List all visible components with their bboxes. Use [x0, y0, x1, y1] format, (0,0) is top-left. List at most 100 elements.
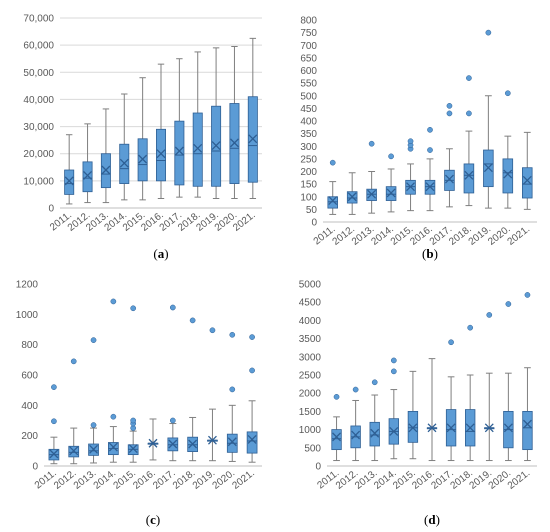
y-tick-label: 300: [300, 142, 317, 153]
box-plot-2016: [426, 358, 438, 462]
mean-marker: [229, 138, 239, 148]
y-tick-label: 4500: [299, 298, 322, 309]
box-plot-2013: [100, 108, 111, 204]
y-tick-label: 400: [300, 117, 317, 128]
outlier-point: [352, 386, 359, 393]
mean-marker: [484, 423, 494, 433]
y-tick-label: 400: [21, 401, 38, 412]
mean-marker: [427, 423, 437, 433]
outlier-point: [110, 298, 117, 305]
box-plot-2013: [88, 337, 99, 464]
mean-marker: [89, 444, 99, 454]
outlier-point: [70, 358, 77, 365]
mean-marker: [465, 423, 475, 433]
iqr-box: [463, 163, 475, 194]
outlier-point: [486, 312, 493, 318]
panel-d: 0 500 1000 1500 2000 2500 3000 3500 4000 4500 5000…: [275, 266, 550, 532]
box-plot-2015: [407, 370, 419, 460]
y-tick-label: 0: [48, 204, 54, 215]
panel-caption: (b): [422, 246, 438, 261]
panel-caption: (c): [146, 512, 160, 527]
outlier-point: [130, 417, 137, 424]
outlier-point: [229, 331, 236, 338]
box-plot-2015: [137, 77, 148, 201]
outlier-point: [189, 317, 196, 324]
mean-marker: [108, 442, 118, 452]
box-plot-2013: [369, 379, 380, 462]
x-tick-label: 2021.: [506, 224, 532, 248]
outlier-point: [407, 138, 414, 145]
box-plot-2012: [346, 172, 358, 215]
outlier-point: [249, 334, 255, 340]
outlier-point: [388, 153, 394, 160]
mean-marker: [138, 154, 148, 164]
outlier-point: [51, 384, 57, 390]
y-tick-label: 30,000: [23, 122, 54, 133]
box-plot-2016: [424, 126, 436, 212]
outlier-point: [249, 367, 255, 374]
box-plot-2011: [64, 134, 75, 205]
box-plot-2012: [82, 123, 93, 204]
box-plot-2019: [211, 47, 222, 199]
box-plot-2017: [445, 339, 457, 462]
iqr-box: [522, 410, 533, 451]
box-plot-2012: [350, 386, 361, 462]
y-tick-label: 500: [304, 443, 321, 454]
y-tick-label: 200: [300, 167, 317, 178]
mean-marker: [128, 444, 138, 454]
box-plot-2019: [483, 29, 494, 209]
panel-a: 0 10,000 20,000 30,000 40,000 50,000 60,000 70,…: [0, 0, 275, 266]
x-tick-label: 2021.: [230, 468, 256, 492]
mean-marker: [347, 192, 357, 202]
caption-open: (: [146, 512, 150, 527]
outlier-point: [209, 327, 216, 334]
y-tick-label: 500: [300, 91, 317, 102]
outlier-point: [368, 140, 375, 147]
iqr-box: [331, 429, 342, 451]
y-tick-label: 3000: [299, 352, 322, 363]
caption-letter: c: [150, 512, 156, 527]
outlier-point: [427, 147, 433, 153]
box-plot-2013: [366, 140, 377, 214]
mean-marker: [156, 149, 166, 159]
outlier-point: [229, 386, 236, 393]
outlier-point: [169, 304, 176, 311]
y-tick-label: 70,000: [23, 14, 54, 25]
mean-marker: [522, 419, 532, 429]
y-tick-label: 2500: [299, 371, 322, 382]
iqr-box: [174, 120, 185, 186]
chart-c: 0200400600800100012002011.2012.2013.2014…: [16, 280, 262, 527]
y-tick-label: 10,000: [23, 176, 54, 187]
box-plot-2020: [226, 331, 238, 462]
box-plot-2017: [444, 103, 455, 208]
box-plot-2017: [174, 58, 185, 198]
outlier-point: [448, 339, 454, 346]
box-plot-2012: [68, 358, 80, 465]
y-tick-label: 250: [300, 154, 317, 165]
panel-b: 0 50 100 150 200 250 300 350 400 450 500 550 600 650 7…: [275, 0, 550, 266]
chart-a: 0 10,000 20,000 30,000 40,000 50,000 60,000 70,…: [23, 14, 262, 261]
mean-marker: [248, 134, 258, 144]
box-plot-2014: [385, 153, 397, 213]
y-tick-label: 600: [21, 371, 38, 382]
outlier-point: [130, 305, 137, 312]
box-plot-2011: [331, 393, 342, 462]
mean-marker: [119, 158, 129, 168]
caption-close: ): [434, 246, 438, 261]
box-plot-2014: [119, 93, 130, 201]
box-plot-2017: [167, 304, 179, 462]
y-tick-label: 5000: [299, 280, 322, 291]
mean-marker: [247, 434, 257, 444]
y-tick-label: 0: [311, 218, 317, 229]
box-plot-2019: [207, 327, 218, 462]
outlier-point: [485, 29, 492, 36]
y-tick-label: 3500: [299, 334, 322, 345]
y-tick-label: 450: [300, 104, 317, 115]
mean-marker: [446, 423, 456, 433]
box-plot-2018: [187, 317, 198, 462]
mean-marker: [370, 428, 380, 438]
y-tick-label: 650: [300, 53, 317, 64]
outlier-point: [329, 159, 336, 166]
mean-marker: [227, 437, 237, 447]
mean-marker: [444, 174, 454, 184]
